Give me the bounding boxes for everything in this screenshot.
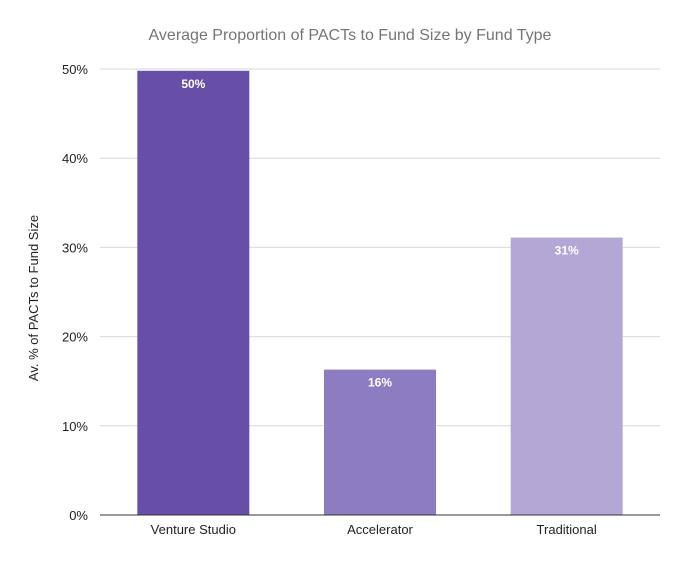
x-tick-label: Accelerator xyxy=(347,522,413,537)
chart-title: Average Proportion of PACTs to Fund Size… xyxy=(149,27,552,44)
y-axis-label: Av. % of PACTs to Fund Size xyxy=(26,215,41,381)
y-tick-label: 40% xyxy=(62,151,88,166)
bar xyxy=(324,369,436,515)
x-axis-categories: Venture Studio Accelerator Traditional xyxy=(151,522,597,537)
y-tick-label: 10% xyxy=(62,419,88,434)
y-tick-label: 20% xyxy=(62,330,88,345)
data-label: 16% xyxy=(368,376,392,390)
data-label: 31% xyxy=(555,244,579,258)
bar xyxy=(137,70,250,515)
x-tick-label: Venture Studio xyxy=(151,522,236,537)
bars xyxy=(137,70,623,515)
y-tick-label: 30% xyxy=(62,240,88,255)
bar xyxy=(510,237,623,515)
data-labels: 50% 16% 31% xyxy=(181,77,579,390)
y-tick-label: 0% xyxy=(69,508,88,523)
data-label: 50% xyxy=(181,77,205,91)
y-tick-label: 50% xyxy=(62,62,88,77)
x-tick-label: Traditional xyxy=(537,522,597,537)
y-axis-ticks: 0% 10% 20% 30% 40% 50% xyxy=(62,62,88,523)
